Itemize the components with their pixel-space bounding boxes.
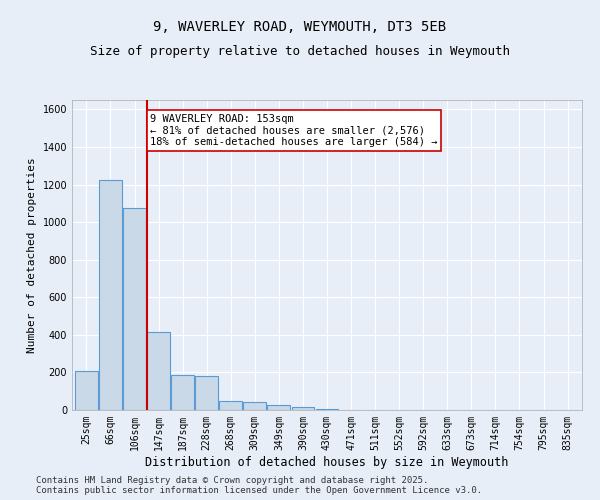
Bar xyxy=(75,372,98,410)
Bar xyxy=(171,375,194,410)
Bar xyxy=(220,400,242,410)
Bar xyxy=(244,402,266,410)
Text: 9 WAVERLEY ROAD: 153sqm
← 81% of detached houses are smaller (2,576)
18% of semi: 9 WAVERLEY ROAD: 153sqm ← 81% of detache… xyxy=(150,114,437,147)
Bar xyxy=(292,407,314,410)
Y-axis label: Number of detached properties: Number of detached properties xyxy=(27,157,37,353)
Bar xyxy=(99,180,122,410)
X-axis label: Distribution of detached houses by size in Weymouth: Distribution of detached houses by size … xyxy=(145,456,509,468)
Bar xyxy=(147,332,170,410)
Text: Size of property relative to detached houses in Weymouth: Size of property relative to detached ho… xyxy=(90,45,510,58)
Text: 9, WAVERLEY ROAD, WEYMOUTH, DT3 5EB: 9, WAVERLEY ROAD, WEYMOUTH, DT3 5EB xyxy=(154,20,446,34)
Bar xyxy=(123,208,146,410)
Text: Contains HM Land Registry data © Crown copyright and database right 2025.
Contai: Contains HM Land Registry data © Crown c… xyxy=(36,476,482,495)
Bar xyxy=(268,406,290,410)
Bar xyxy=(316,409,338,410)
Bar xyxy=(195,376,218,410)
